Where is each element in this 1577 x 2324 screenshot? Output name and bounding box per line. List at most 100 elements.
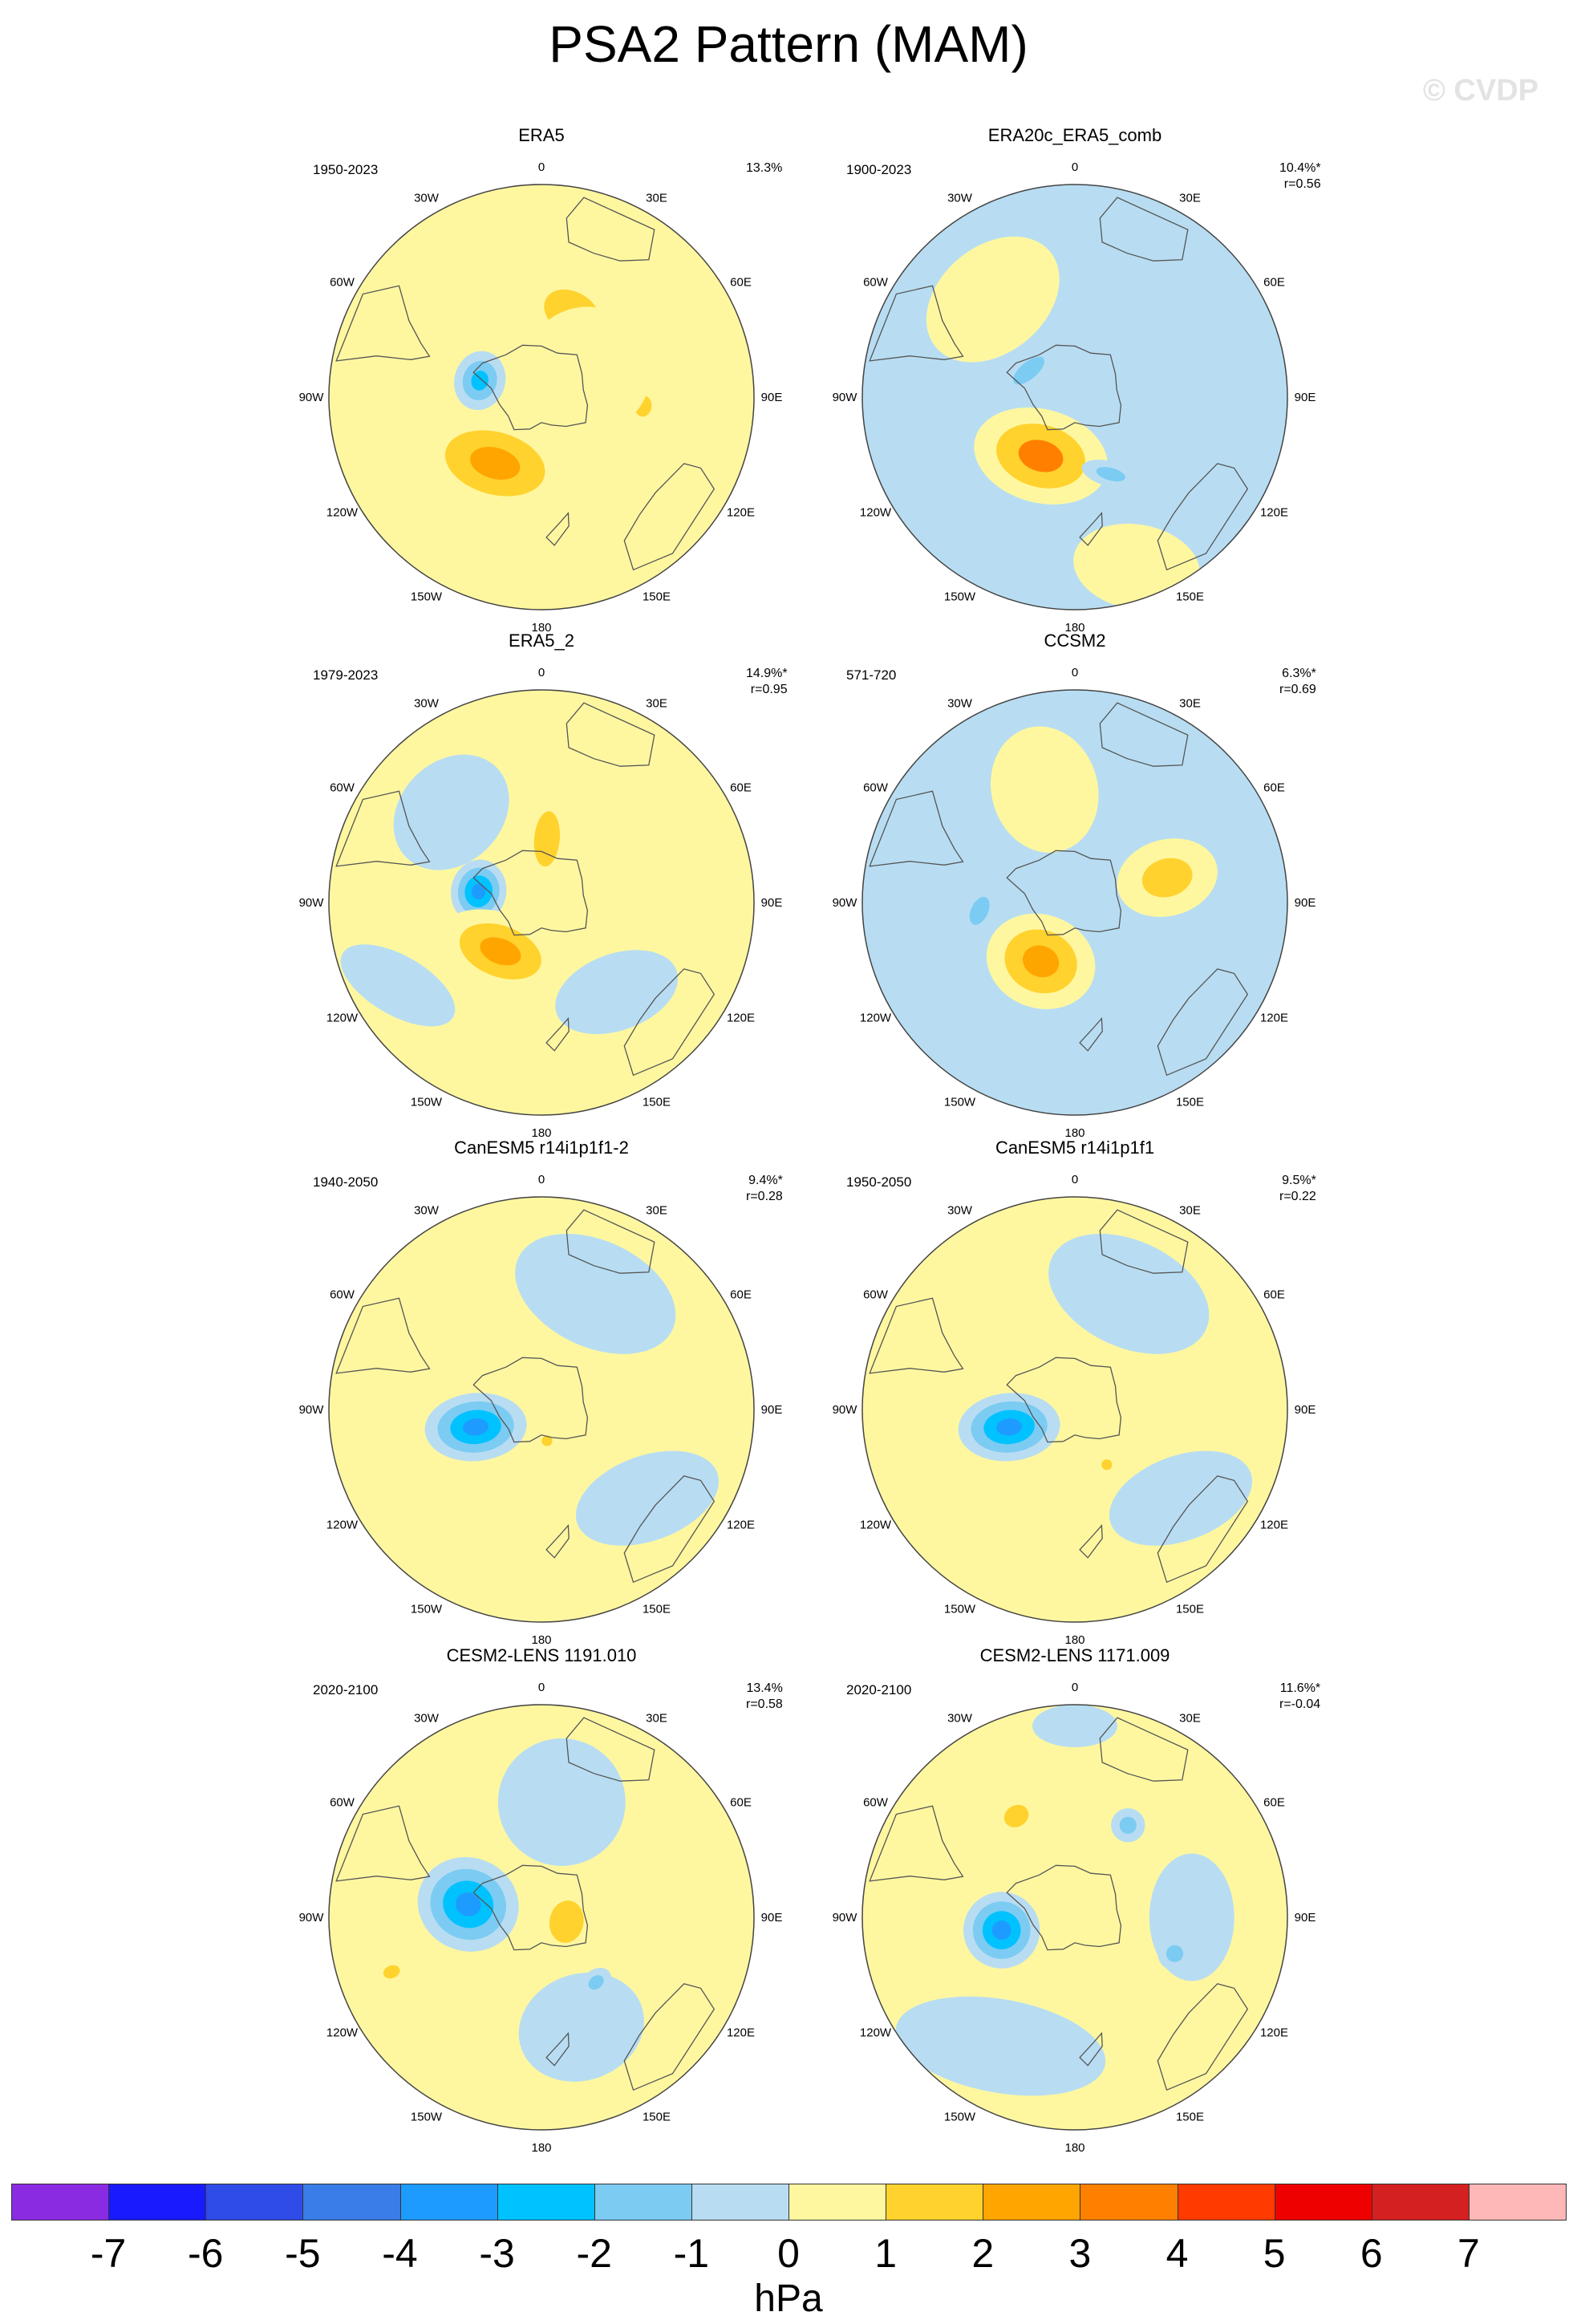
coastline <box>1079 511 1103 546</box>
coastline <box>566 702 655 767</box>
longitude-label: 150W <box>411 1096 443 1109</box>
longitude-label: 30W <box>414 1712 440 1726</box>
panel-stats: 6.3%* r=0.69 <box>1279 666 1316 698</box>
longitude-label: 150W <box>411 2111 443 2124</box>
map-boundary <box>861 1196 1288 1623</box>
field-background <box>862 185 1287 610</box>
longitude-label: 30E <box>1179 1204 1201 1218</box>
polar-map: 0 30E 60E 90E 120E 150E 180 150W 120W 90W 60W 30W <box>299 1681 783 2155</box>
coastline <box>335 285 431 362</box>
longitude-label: 180 <box>531 1633 551 1647</box>
longitude-label: 90E <box>761 391 783 404</box>
longitude-label: 150W <box>411 1603 443 1616</box>
longitude-label: 0 <box>1072 1173 1078 1186</box>
longitude-label: 120W <box>860 2026 892 2040</box>
longitude-label: 60E <box>1263 1796 1285 1810</box>
longitude-label: 120E <box>1260 1012 1288 1025</box>
panel-stats: 13.4% r=0.58 <box>746 1681 783 1713</box>
panel-title: CESM2-LENS 1191.010 <box>446 1645 637 1665</box>
longitude-label: 60E <box>730 781 752 795</box>
coastline <box>1099 197 1189 262</box>
longitude-label: 30E <box>646 697 667 711</box>
anomaly-contour <box>1032 1705 1117 1747</box>
coastline <box>869 285 964 362</box>
longitude-label: 0 <box>1072 666 1078 679</box>
panel-title: ERA5_2 <box>509 631 574 651</box>
anomaly-contour <box>555 950 679 1035</box>
longitude-label: 150E <box>1176 1603 1204 1616</box>
colorbar-tick-label: 5 <box>1263 2231 1286 2276</box>
colorbar-swatch <box>1274 2184 1372 2221</box>
panel-stats: 9.4%* r=0.28 <box>746 1173 783 1205</box>
anomaly-contour <box>515 1233 676 1354</box>
map-panel: CESM2-LENS 1171.009 2020-2100 11.6%* r=-0.0… <box>533 1641 1576 2155</box>
coastline <box>1079 1016 1103 1052</box>
coastline <box>545 1016 570 1052</box>
longitude-label: 30W <box>414 1204 440 1218</box>
coastline <box>1099 702 1189 767</box>
colorbar-tick-label: 3 <box>1068 2231 1092 2276</box>
coastline <box>623 1475 716 1584</box>
colorbar-tick-label: 1 <box>874 2231 898 2276</box>
panel-variance: 9.4%* <box>748 1174 783 1187</box>
polar-map: 0 30E 60E 90E 120E 150E 180 150W 120W 90W 60W 30W <box>833 160 1316 635</box>
polar-map: 0 30E 60E 90E 120E 150E 180 150W 120W 90W 60W 30W <box>299 1173 783 1647</box>
longitude-label: 0 <box>1072 1681 1078 1694</box>
map-boundary <box>328 184 755 610</box>
panel-years: 1940-2050 <box>313 1174 379 1190</box>
longitude-label: 90E <box>761 896 783 910</box>
longitude-label: 30W <box>947 1712 973 1726</box>
anomaly-contour <box>383 1965 400 1979</box>
panel-correlation: r=0.22 <box>1279 1190 1316 1203</box>
panel-years: 2020-2100 <box>846 1682 912 1697</box>
colorbar-tick-label: 6 <box>1360 2231 1383 2276</box>
colorbar-swatch <box>1371 2184 1470 2221</box>
panel-title: ERA5 <box>518 125 565 145</box>
anomaly-contour <box>340 944 456 1027</box>
colorbar-swatch <box>302 2184 401 2221</box>
longitude-label: 180 <box>531 621 551 635</box>
map-boundary <box>328 1196 755 1623</box>
longitude-label: 180 <box>1064 1126 1084 1140</box>
panel-correlation: r=0.28 <box>746 1190 783 1203</box>
coastline <box>1157 968 1249 1077</box>
longitude-label: 30W <box>947 697 973 711</box>
longitude-label: 90E <box>1295 1911 1316 1924</box>
anomaly-contour <box>588 1975 604 1990</box>
longitude-label: 120E <box>727 506 755 520</box>
colorbar-tick-label: -7 <box>90 2231 127 2276</box>
colorbar-swatch <box>691 2184 789 2221</box>
longitude-label: 150E <box>643 1096 671 1109</box>
longitude-label: 120W <box>326 1012 359 1025</box>
coastline <box>472 850 589 936</box>
colorbar-swatch <box>886 2184 984 2221</box>
anomaly-contour <box>455 1892 481 1916</box>
colorbar-tick-label: -6 <box>188 2231 224 2276</box>
map-panel: ERA20c_ERA5_comb 1900-2023 10.4%* r=0.56 0 30… <box>533 120 1576 635</box>
longitude-label: 60W <box>330 781 355 795</box>
colorbar-units: hPa <box>754 2277 823 2320</box>
coastline <box>623 463 716 571</box>
coastline <box>869 1297 964 1374</box>
coastline <box>566 197 655 262</box>
longitude-label: 150E <box>1176 1096 1204 1109</box>
panel-years: 1950-2050 <box>846 1174 912 1190</box>
panel-stats: 11.6%* r=-0.04 <box>1279 1681 1320 1713</box>
coastline <box>1006 850 1122 936</box>
polar-map: 0 30E 60E 90E 120E 150E 180 150W 120W 90W 60W 30W <box>833 1681 1316 2155</box>
longitude-label: 90E <box>1295 391 1316 404</box>
longitude-label: 90W <box>833 1911 858 1924</box>
colorbar-tick-label: -2 <box>576 2231 612 2276</box>
panel-variance: 9.5%* <box>1282 1174 1316 1187</box>
longitude-label: 120E <box>727 2026 755 2040</box>
anomaly-contour <box>1141 858 1193 898</box>
anomaly-contour <box>895 1996 1106 2096</box>
longitude-label: 30W <box>947 1204 973 1218</box>
anomaly-contour <box>991 1920 1011 1940</box>
colorbar-tick-label: -5 <box>285 2231 321 2276</box>
coastline <box>335 790 431 867</box>
longitude-label: 150W <box>944 590 976 604</box>
colorbar-tick-label: 7 <box>1457 2231 1480 2276</box>
panel-correlation: r=0.58 <box>746 1697 783 1711</box>
longitude-label: 60W <box>863 276 889 290</box>
